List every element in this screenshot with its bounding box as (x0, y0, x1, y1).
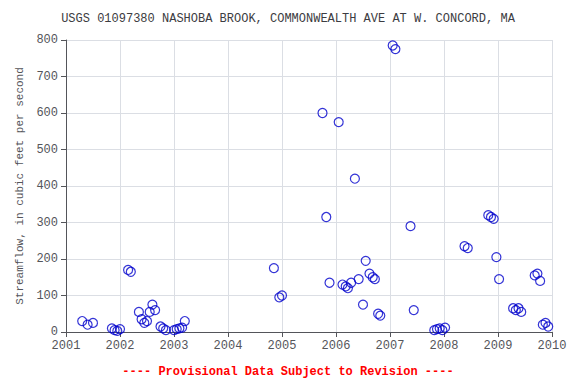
svg-text:2007: 2007 (376, 339, 405, 353)
svg-text:2010: 2010 (538, 339, 567, 353)
svg-text:USGS 01097380 NASHOBA BROOK, C: USGS 01097380 NASHOBA BROOK, COMMONWEALT… (61, 12, 515, 26)
svg-text:0: 0 (51, 325, 58, 339)
svg-text:700: 700 (36, 70, 58, 84)
svg-text:400: 400 (36, 179, 58, 193)
svg-text:Streamflow, in cubic feet per: Streamflow, in cubic feet per second (14, 67, 26, 305)
svg-text:200: 200 (36, 252, 58, 266)
svg-text:100: 100 (36, 289, 58, 303)
svg-text:---- Provisional Data Subject: ---- Provisional Data Subject to Revisio… (122, 365, 453, 379)
svg-text:600: 600 (36, 106, 58, 120)
svg-text:2004: 2004 (214, 339, 243, 353)
svg-text:300: 300 (36, 216, 58, 230)
svg-text:2002: 2002 (106, 339, 135, 353)
svg-text:2005: 2005 (268, 339, 297, 353)
svg-text:500: 500 (36, 143, 58, 157)
svg-text:2008: 2008 (430, 339, 459, 353)
svg-text:2001: 2001 (52, 339, 81, 353)
svg-text:800: 800 (36, 33, 58, 47)
svg-text:2009: 2009 (484, 339, 513, 353)
svg-text:2006: 2006 (322, 339, 351, 353)
svg-text:2003: 2003 (160, 339, 189, 353)
